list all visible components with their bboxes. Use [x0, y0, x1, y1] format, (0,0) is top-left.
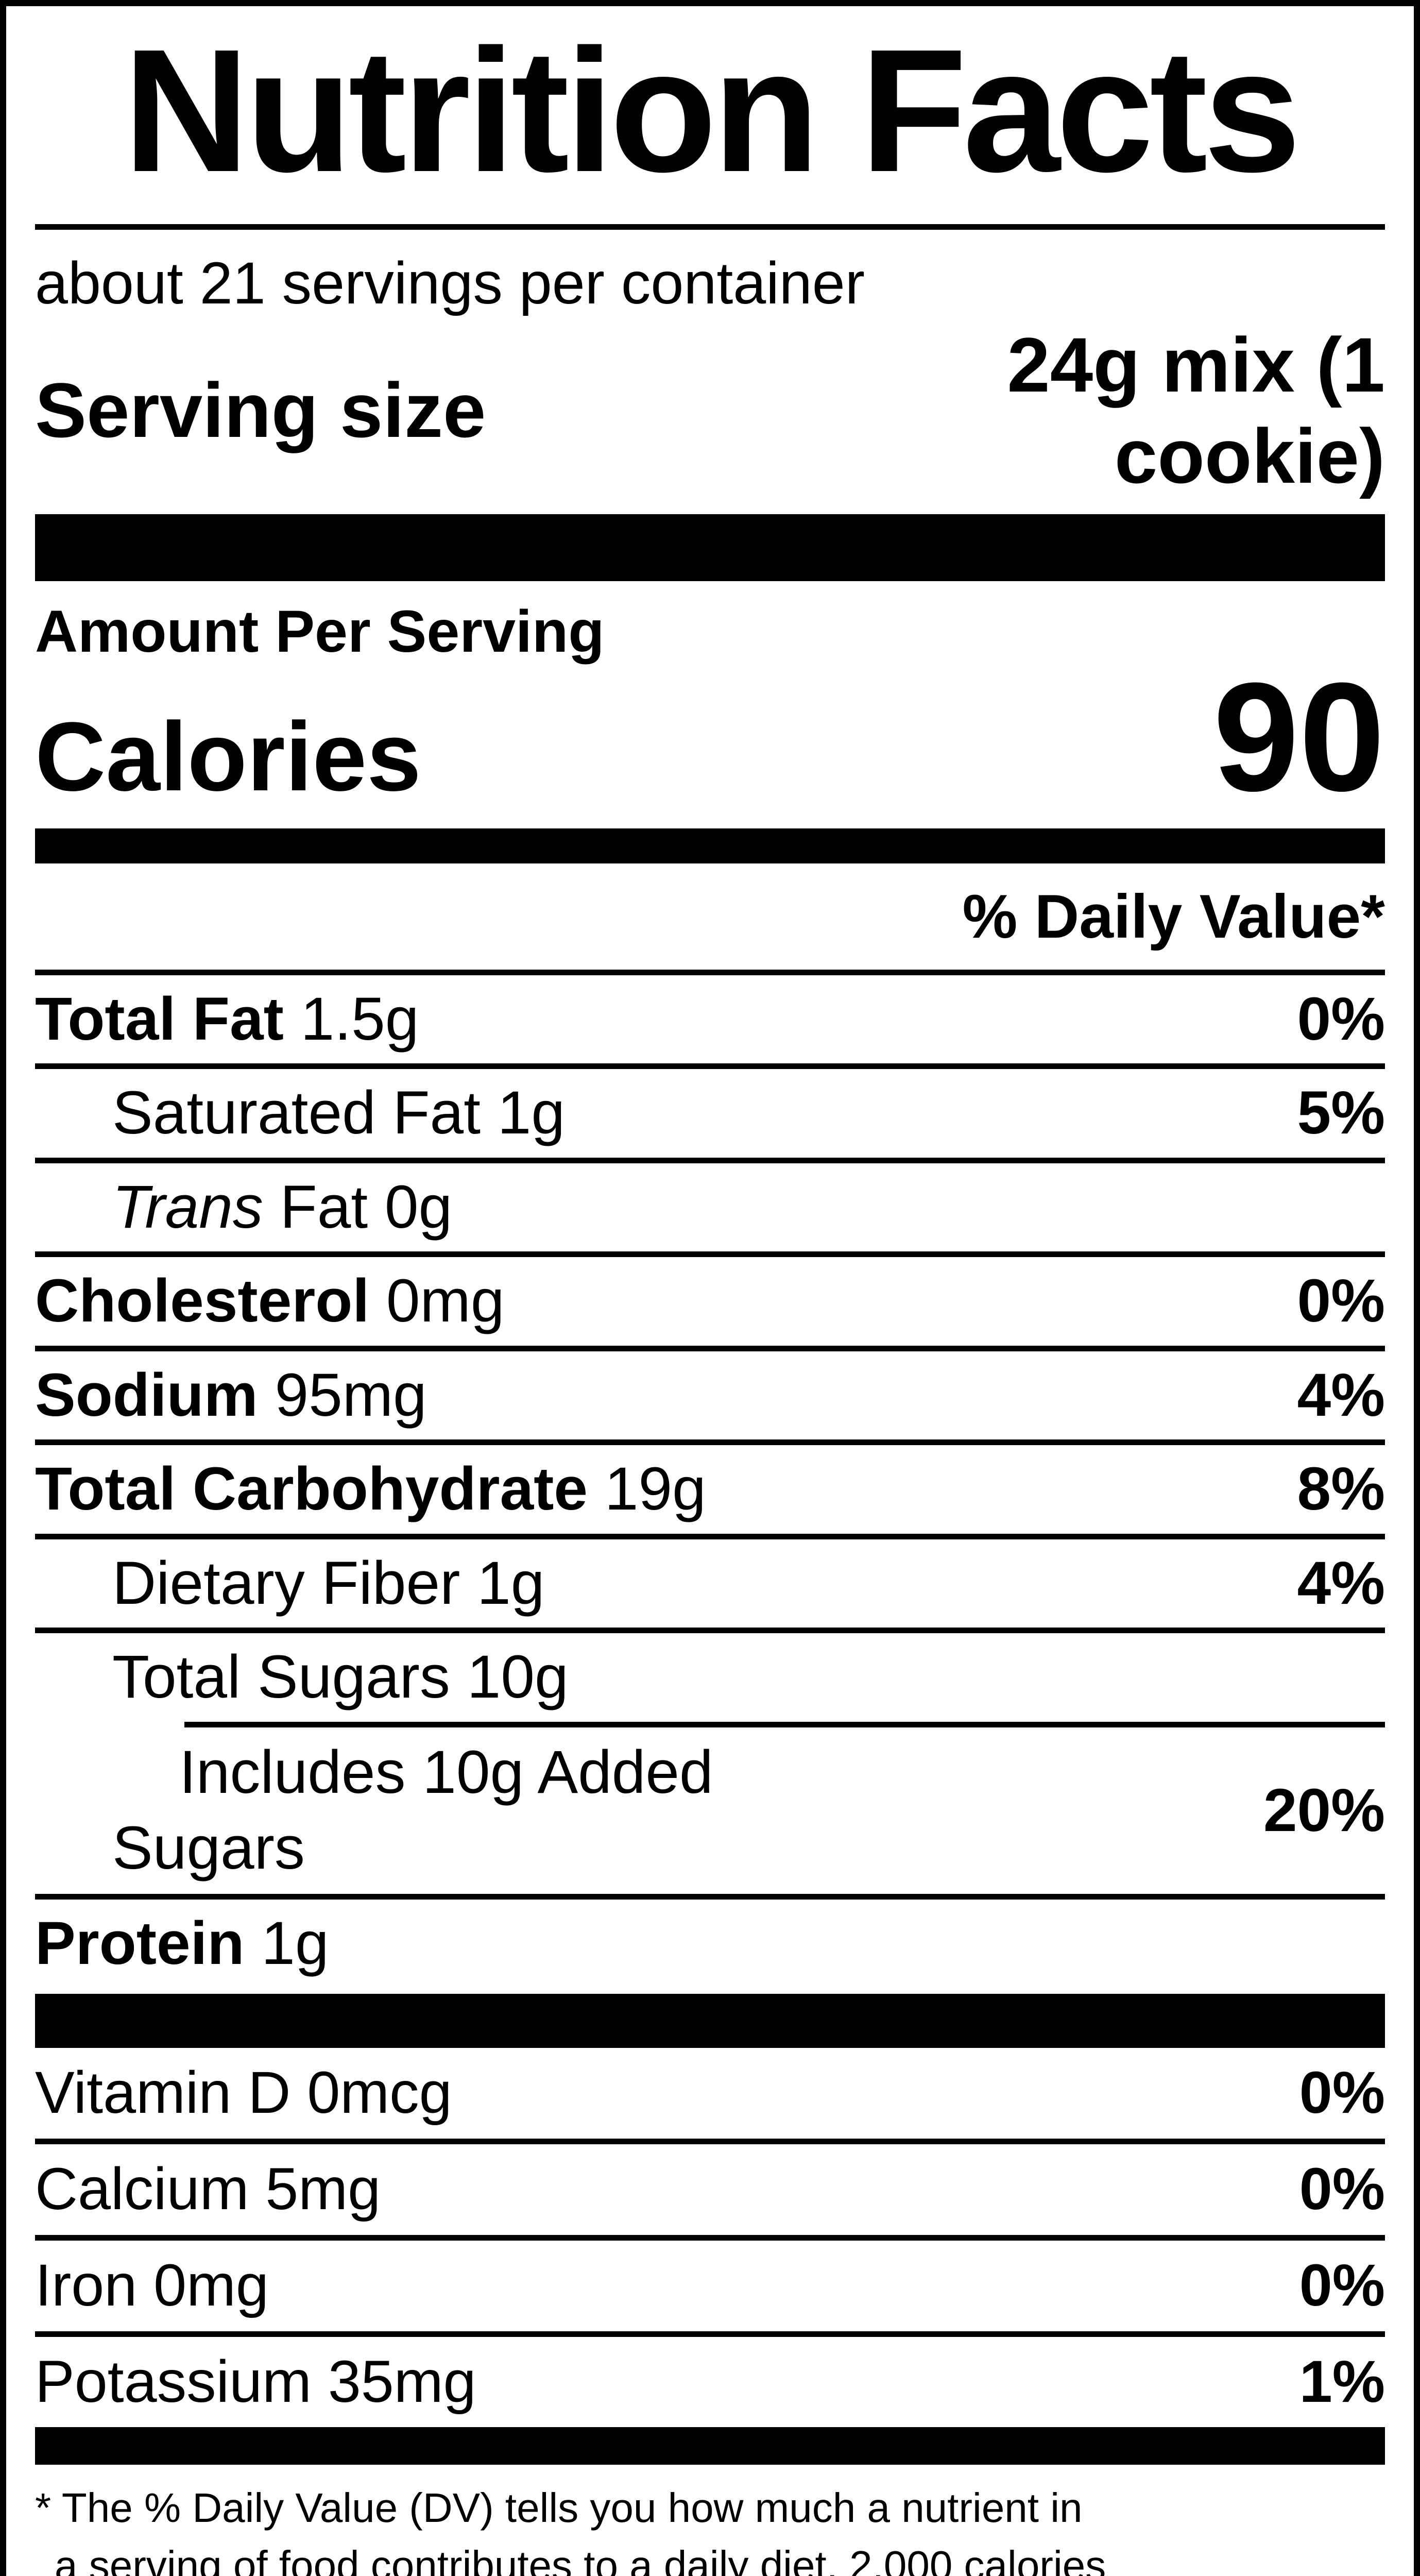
daily-value-header: % Daily Value*	[35, 863, 1385, 975]
nutrient-name: Includes 10g Added Sugars	[112, 1738, 713, 1883]
nutrient-row-cholesterol: Cholesterol 0mg 0%	[35, 1257, 1385, 1351]
serving-size-value: 24g mix (1 cookie)	[1007, 321, 1385, 499]
nutrient-name: Protein 1g	[35, 1909, 329, 1977]
nutrient-dv: 20%	[1263, 1776, 1385, 1844]
nutrient-row-protein: Protein 1g	[35, 1900, 1385, 1988]
nutrient-row-total-carbohydrate: Total Carbohydrate 19g 8%	[35, 1445, 1385, 1539]
nutrient-name: Total Sugars 10g	[112, 1643, 569, 1711]
vitamin-row-vitamin-d: Vitamin D 0mcg 0%	[35, 2048, 1385, 2145]
vitamin-name: Vitamin D 0mcg	[35, 2060, 452, 2126]
footnote-line: a serving of food contributes to a daily…	[55, 2543, 1106, 2576]
nutrient-row-sodium: Sodium 95mg 4%	[35, 1351, 1385, 1446]
vitamin-row-iron: Iron 0mg 0%	[35, 2241, 1385, 2337]
calories-divider-bar	[35, 828, 1385, 863]
vitamin-dv: 0%	[1299, 2060, 1385, 2126]
nutrient-row-total-fat: Total Fat 1.5g 0%	[35, 975, 1385, 1070]
nutrient-row-added-sugars: Includes 10g Added Sugars 20%	[35, 1727, 1385, 1900]
nutrient-row-saturated-fat: Saturated Fat 1g 5%	[35, 1069, 1385, 1163]
nutrient-dv: 8%	[1297, 1455, 1385, 1523]
vitamin-name: Calcium 5mg	[35, 2156, 381, 2223]
vitamin-row-potassium: Potassium 35mg 1%	[35, 2337, 1385, 2433]
vitamin-dv: 1%	[1299, 2348, 1385, 2415]
indented-divider	[184, 1721, 1385, 1727]
nutrient-name: Trans Fat 0g	[112, 1173, 453, 1241]
nutrient-name: Dietary Fiber 1g	[112, 1549, 545, 1617]
calories-label: Calories	[35, 702, 421, 811]
footnote-line: * The % Daily Value (DV) tells you how m…	[35, 2485, 1083, 2531]
serving-size-label: Serving size	[35, 367, 486, 454]
label-title: Nutrition Facts	[123, 13, 1301, 209]
vitamin-dv: 0%	[1299, 2252, 1385, 2318]
vitamin-row-calcium: Calcium 5mg 0%	[35, 2144, 1385, 2241]
nutrient-dv: 0%	[1297, 1267, 1385, 1335]
vitamin-dv: 0%	[1299, 2156, 1385, 2223]
amount-per-serving: Amount Per Serving	[35, 598, 605, 665]
nutrient-row-trans-fat: Trans Fat 0g	[35, 1163, 1385, 1258]
nutrient-dv: 5%	[1297, 1079, 1385, 1147]
vitamin-name: Potassium 35mg	[35, 2348, 476, 2415]
nutrient-name: Cholesterol 0mg	[35, 1267, 505, 1335]
servings-per-container: about 21 servings per container	[35, 250, 865, 316]
serving-size-row: Serving size 24g mix (1 cookie)	[35, 319, 1385, 502]
vitamins-bar	[35, 1994, 1385, 2048]
thick-bar-top	[35, 514, 1385, 581]
calories-value: 90	[1213, 650, 1385, 823]
nutrient-row-dietary-fiber: Dietary Fiber 1g 4%	[35, 1539, 1385, 1634]
daily-value-footnote: * The % Daily Value (DV) tells you how m…	[35, 2479, 1385, 2576]
nutrient-name: Total Fat 1.5g	[35, 985, 419, 1053]
footnote-bar	[35, 2433, 1385, 2465]
nutrient-dv: 4%	[1297, 1549, 1385, 1617]
nutrient-row-total-sugars: Total Sugars 10g	[35, 1633, 1385, 1722]
nutrient-name: Sodium 95mg	[35, 1361, 427, 1429]
nutrient-name: Saturated Fat 1g	[112, 1079, 566, 1147]
nutrient-dv: 4%	[1297, 1361, 1385, 1429]
calories-row: Calories 90	[35, 650, 1385, 823]
vitamin-name: Iron 0mg	[35, 2252, 269, 2318]
title-divider	[35, 224, 1385, 230]
nutrient-dv: 0%	[1297, 985, 1385, 1053]
nutrient-name: Total Carbohydrate 19g	[35, 1455, 706, 1523]
